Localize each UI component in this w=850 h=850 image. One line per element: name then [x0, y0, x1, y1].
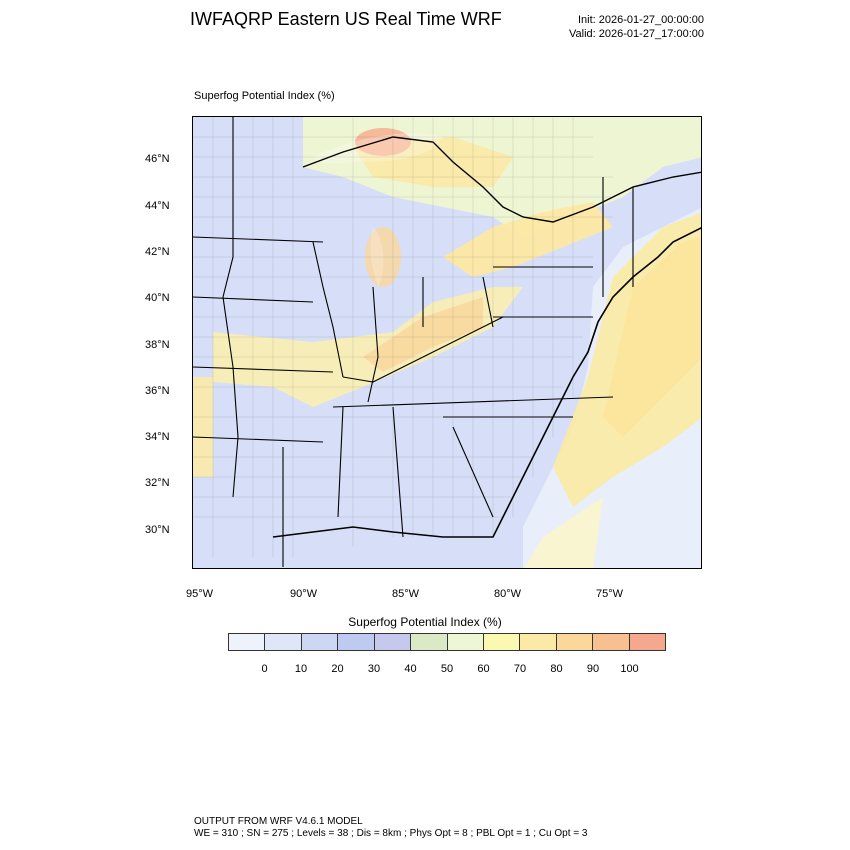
colorbar-tick-label: 30: [367, 663, 381, 675]
colorbar-tick-label: 60: [477, 663, 490, 675]
lat-label-46: 46°N: [145, 153, 170, 165]
west-strip: [193, 377, 213, 477]
lat-label-30: 30°N: [145, 524, 170, 536]
colorbar: [228, 633, 666, 651]
colorbar-swatch: [520, 634, 557, 650]
colorbar-tick-label: 20: [331, 663, 344, 675]
colorbar-tick-label: 70: [513, 663, 527, 675]
lat-label-36: 36°N: [145, 385, 170, 397]
init-time: Init: 2026-01-27_00:00:00: [578, 14, 704, 26]
colorbar-tick-label: 100: [620, 663, 639, 675]
chart-title: IWFAQRP Eastern US Real Time WRF: [190, 9, 502, 29]
field-label: Superfog Potential Index (%): [194, 90, 335, 102]
colorbar-title: Superfog Potential Index (%): [348, 615, 502, 629]
footer-config: WE = 310 ; SN = 275 ; Levels = 38 ; Dis …: [194, 828, 588, 839]
lon-label-95: 95°W: [186, 588, 214, 600]
colorbar-swatch: [265, 634, 302, 650]
colorbar-swatch: [483, 634, 521, 650]
map-canvas: [193, 117, 701, 568]
colorbar-swatch: [229, 634, 266, 650]
colorbar-swatch: [556, 634, 594, 650]
colorbar-swatch: [338, 634, 375, 650]
lat-label-42: 42°N: [145, 246, 170, 258]
lon-label-75: 75°W: [596, 588, 624, 600]
coastal-core: [603, 237, 701, 437]
state-lines: [193, 117, 634, 567]
map-panel[interactable]: [192, 116, 702, 569]
lat-label-44: 44°N: [145, 200, 170, 212]
colorbar-tick-label: 90: [586, 663, 600, 675]
county-lines: [193, 117, 613, 557]
colorbar-tick-label: 0: [261, 663, 268, 675]
colorbar-tick-label: 40: [404, 663, 417, 675]
lon-label-90: 90°W: [290, 588, 318, 600]
ohio-valley-core: [363, 297, 483, 372]
lake-michigan-area: [365, 227, 401, 287]
valid-time: Valid: 2026-01-27_17:00:00: [569, 28, 704, 40]
colorbar-swatch: [593, 634, 630, 650]
max-area-superior: [355, 128, 411, 156]
colorbar-swatch: [447, 634, 484, 650]
southeast-swath: [524, 497, 603, 568]
footer-model: OUTPUT FROM WRF V4.6.1 MODEL: [194, 816, 363, 827]
colorbar-swatch: [629, 634, 666, 650]
lake-michigan: [370, 227, 384, 287]
colorbar-tick-label: 80: [550, 663, 563, 675]
colorbar-swatch: [374, 634, 412, 650]
colorbar-swatch: [411, 634, 448, 650]
colorbar-tick-label: 10: [294, 663, 308, 675]
lat-label-32: 32°N: [145, 477, 170, 489]
colorbar-tick-label: 50: [440, 663, 454, 675]
lat-label-40: 40°N: [145, 292, 170, 304]
lat-label-34: 34°N: [145, 431, 170, 443]
colorbar-swatch: [301, 634, 339, 650]
lon-label-80: 80°W: [494, 588, 522, 600]
lat-label-38: 38°N: [145, 339, 170, 351]
lakes-swath: [443, 202, 613, 277]
lon-label-85: 85°W: [392, 588, 420, 600]
lake-superior: [313, 133, 443, 164]
